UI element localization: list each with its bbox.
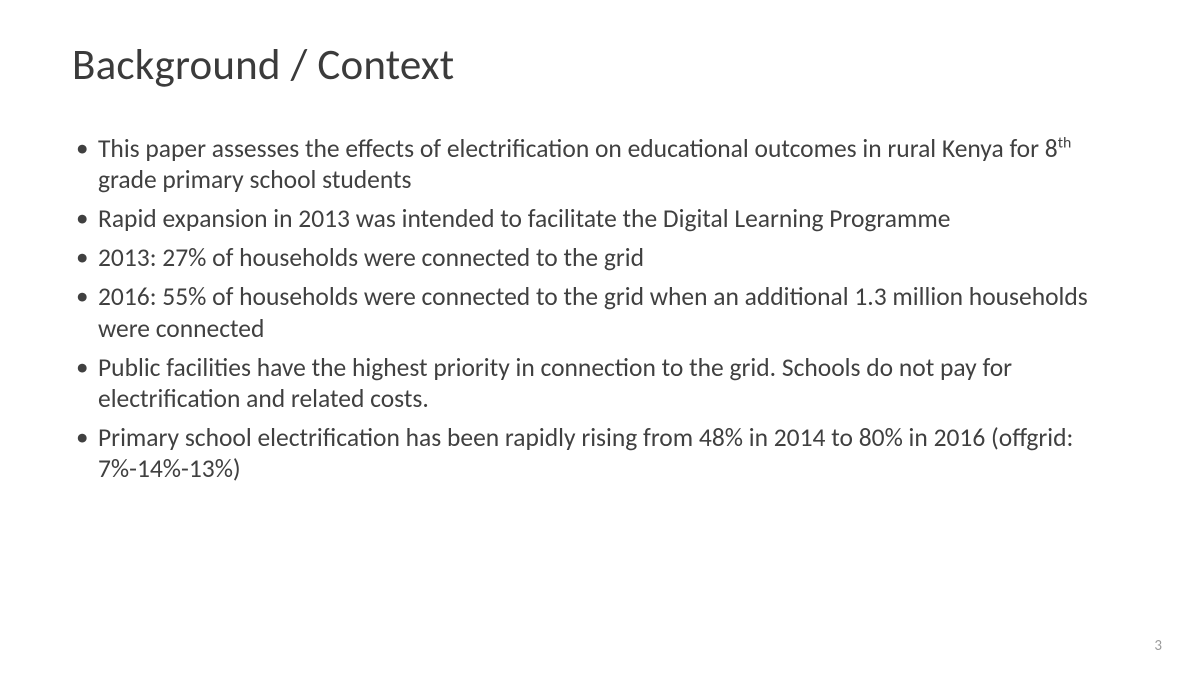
- list-item: This paper assesses the effects of elect…: [98, 133, 1128, 195]
- list-item: 2016: 55% of households were connected t…: [98, 281, 1128, 343]
- slide-title: Background / Context: [72, 38, 1128, 91]
- list-item: Rapid expansion in 2013 was intended to …: [98, 203, 1128, 234]
- bullet-list: This paper assesses the effects of elect…: [72, 133, 1128, 484]
- list-item: 2013: 27% of households were connected t…: [98, 242, 1128, 273]
- page-number: 3: [1154, 637, 1162, 655]
- slide: Background / Context This paper assesses…: [0, 0, 1200, 675]
- list-item: Primary school electrification has been …: [98, 422, 1128, 484]
- list-item: Public facilities have the highest prior…: [98, 352, 1128, 414]
